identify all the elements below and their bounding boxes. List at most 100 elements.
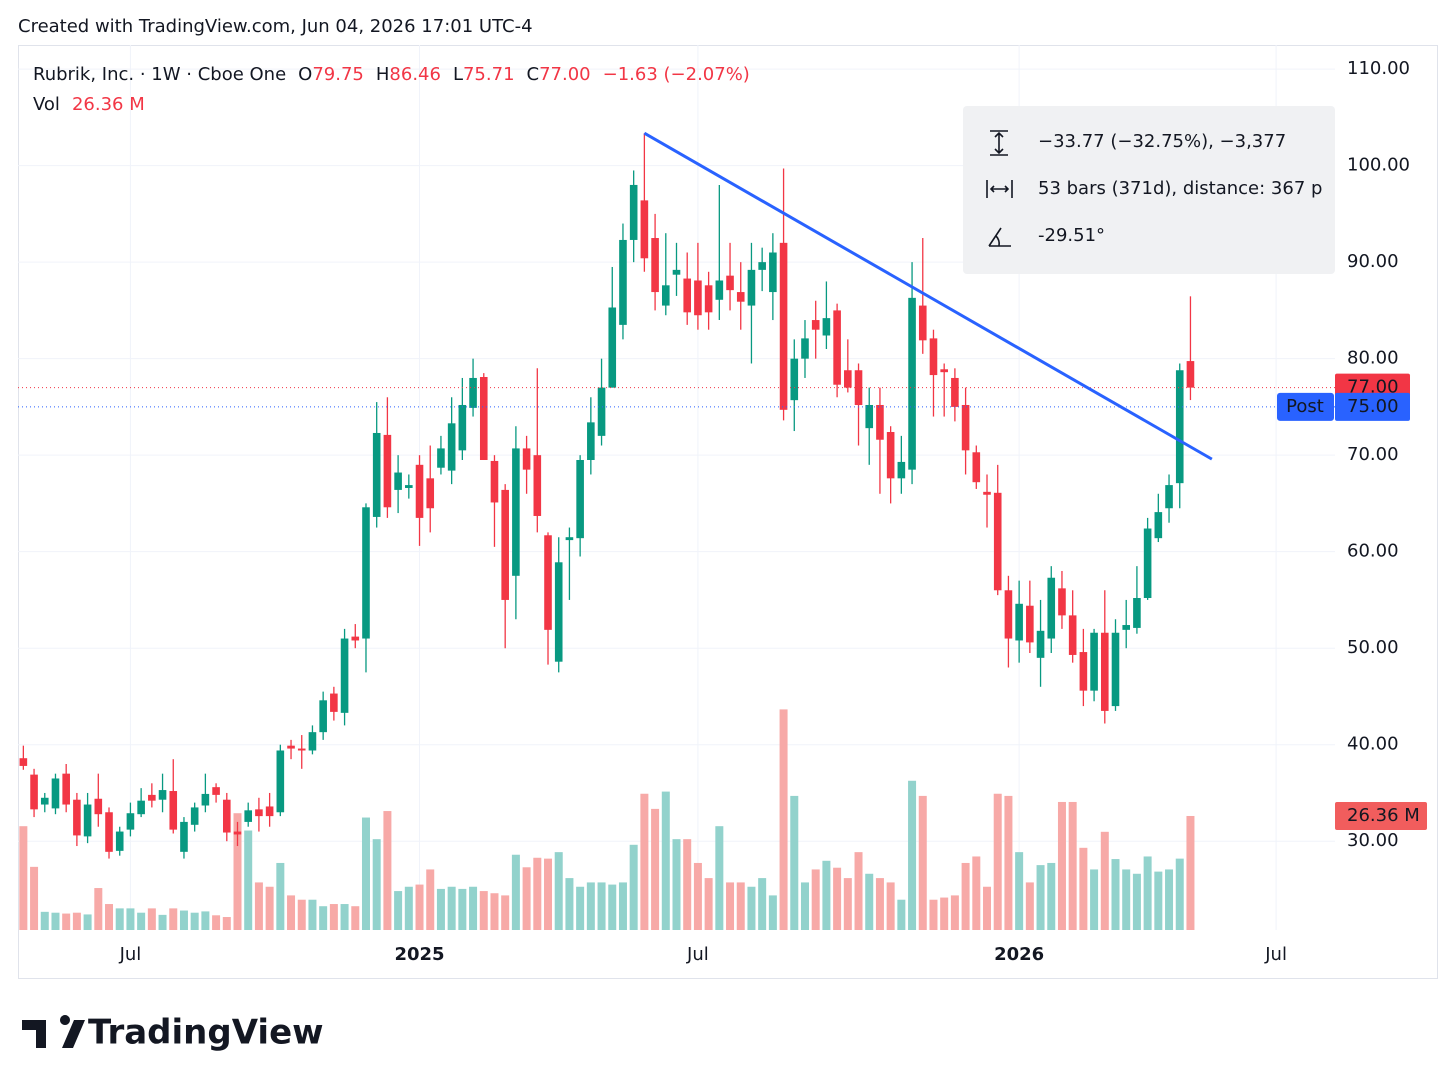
- candle-body: [779, 242, 788, 410]
- candle-body: [897, 461, 906, 479]
- candle-body: [747, 269, 756, 306]
- volume-bar: [1015, 852, 1024, 930]
- candle-body: [811, 320, 820, 330]
- volume-bar: [865, 873, 874, 930]
- candle-body: [255, 809, 263, 817]
- volume-bar: [800, 882, 809, 930]
- volume-bar: [436, 888, 445, 930]
- volume-bar: [875, 878, 884, 930]
- candle-body: [1047, 577, 1056, 639]
- symbol: Rubrik, Inc. · 1W · Cboe One: [33, 64, 286, 85]
- candle-body: [19, 758, 28, 766]
- volume-bar: [190, 912, 199, 930]
- candle-body: [940, 369, 948, 373]
- volume-bar: [1004, 795, 1013, 930]
- volume-bar: [1111, 859, 1120, 930]
- candle-body: [319, 700, 327, 733]
- volume-bar: [1036, 865, 1045, 930]
- candle-body: [876, 404, 884, 440]
- volume-bar: [458, 888, 467, 930]
- candle-body: [865, 404, 874, 429]
- volume-bar: [1047, 862, 1056, 930]
- volume-bar: [1057, 801, 1066, 930]
- volume-badge-label: 26.36 M: [1347, 805, 1420, 826]
- candle-body: [544, 535, 552, 630]
- candle-body: [190, 807, 199, 825]
- volume-bar: [629, 844, 638, 930]
- volume-bar: [1154, 871, 1163, 930]
- candle-body: [169, 791, 178, 830]
- candle-body: [158, 790, 167, 800]
- volume-bar: [319, 906, 328, 930]
- candle-body: [972, 452, 981, 483]
- volume-bar: [179, 910, 188, 930]
- legend: Rubrik, Inc. · 1W · Cboe One O79.75 H86.46…: [33, 64, 750, 85]
- volume-bar: [554, 852, 563, 930]
- candle-body: [951, 377, 959, 407]
- candle-body: [1036, 630, 1045, 658]
- volume-bar: [62, 913, 71, 930]
- y-tick-label: 40.00: [1347, 734, 1399, 755]
- candle-body: [1079, 652, 1088, 691]
- volume-bar: [972, 856, 981, 930]
- candle-body: [886, 432, 895, 479]
- candle-body: [1100, 632, 1109, 711]
- candle-body: [447, 423, 456, 471]
- volume-bar: [94, 888, 103, 930]
- candle-body: [330, 693, 338, 712]
- volume-bar: [1165, 869, 1174, 930]
- volume-bar: [233, 813, 242, 930]
- candle-body: [608, 307, 617, 388]
- low-value: 75.71: [463, 64, 515, 85]
- open-value: 79.75: [312, 64, 364, 85]
- post-price-badge: [1335, 392, 1410, 421]
- candle-body: [479, 376, 488, 460]
- volume-value: 26.36 M: [72, 94, 145, 115]
- candle-body: [961, 404, 970, 451]
- volume-bar: [961, 862, 970, 930]
- volume-bar: [479, 891, 488, 930]
- post-name: Post: [1286, 396, 1324, 417]
- measure-bars: 53 bars (371d), distance: 367 p: [1038, 178, 1322, 199]
- volume-bar: [576, 886, 585, 930]
- volume-bar: [597, 882, 606, 930]
- candles: [19, 133, 1195, 859]
- candle-body: [148, 794, 156, 801]
- volume-bar: [929, 899, 938, 930]
- volume-bar: [811, 869, 820, 930]
- candle-body: [383, 434, 392, 508]
- candle-body: [351, 636, 360, 641]
- candle-body: [126, 813, 135, 830]
- candle-body: [1175, 370, 1184, 484]
- candle-body: [244, 810, 253, 822]
- x-tick-label: Jul: [686, 944, 709, 965]
- y-tick-label: 90.00: [1347, 251, 1399, 272]
- brand-logo: [22, 1015, 85, 1048]
- volume-bar: [158, 914, 167, 930]
- chart-frame: [18, 45, 1438, 979]
- candle-body: [1133, 598, 1141, 628]
- candle-body: [372, 432, 381, 517]
- candle-body: [105, 812, 113, 852]
- candle-body: [340, 638, 349, 713]
- volume-bar: [544, 858, 553, 930]
- volume-bar: [854, 852, 863, 930]
- post-price-label: 75.00: [1347, 396, 1399, 417]
- candle-body: [993, 492, 1002, 591]
- volume-bar: [1079, 847, 1088, 930]
- volume-bar: [683, 839, 692, 930]
- candle-body: [501, 489, 509, 600]
- candle-body: [287, 745, 295, 749]
- candle-body: [137, 800, 145, 815]
- candle-body: [201, 793, 210, 806]
- volume-bar: [886, 882, 895, 930]
- y-tick-label: 30.00: [1347, 830, 1399, 851]
- volume-bar: [522, 867, 531, 930]
- measure-box: −33.77 (−32.75%), −3,377 53 bars (371d),…: [963, 106, 1335, 274]
- volume-bar: [201, 911, 210, 930]
- volume-bar: [918, 795, 927, 930]
- candle-body: [426, 478, 435, 509]
- volume-bar: [329, 904, 338, 930]
- volume-bar: [469, 886, 478, 930]
